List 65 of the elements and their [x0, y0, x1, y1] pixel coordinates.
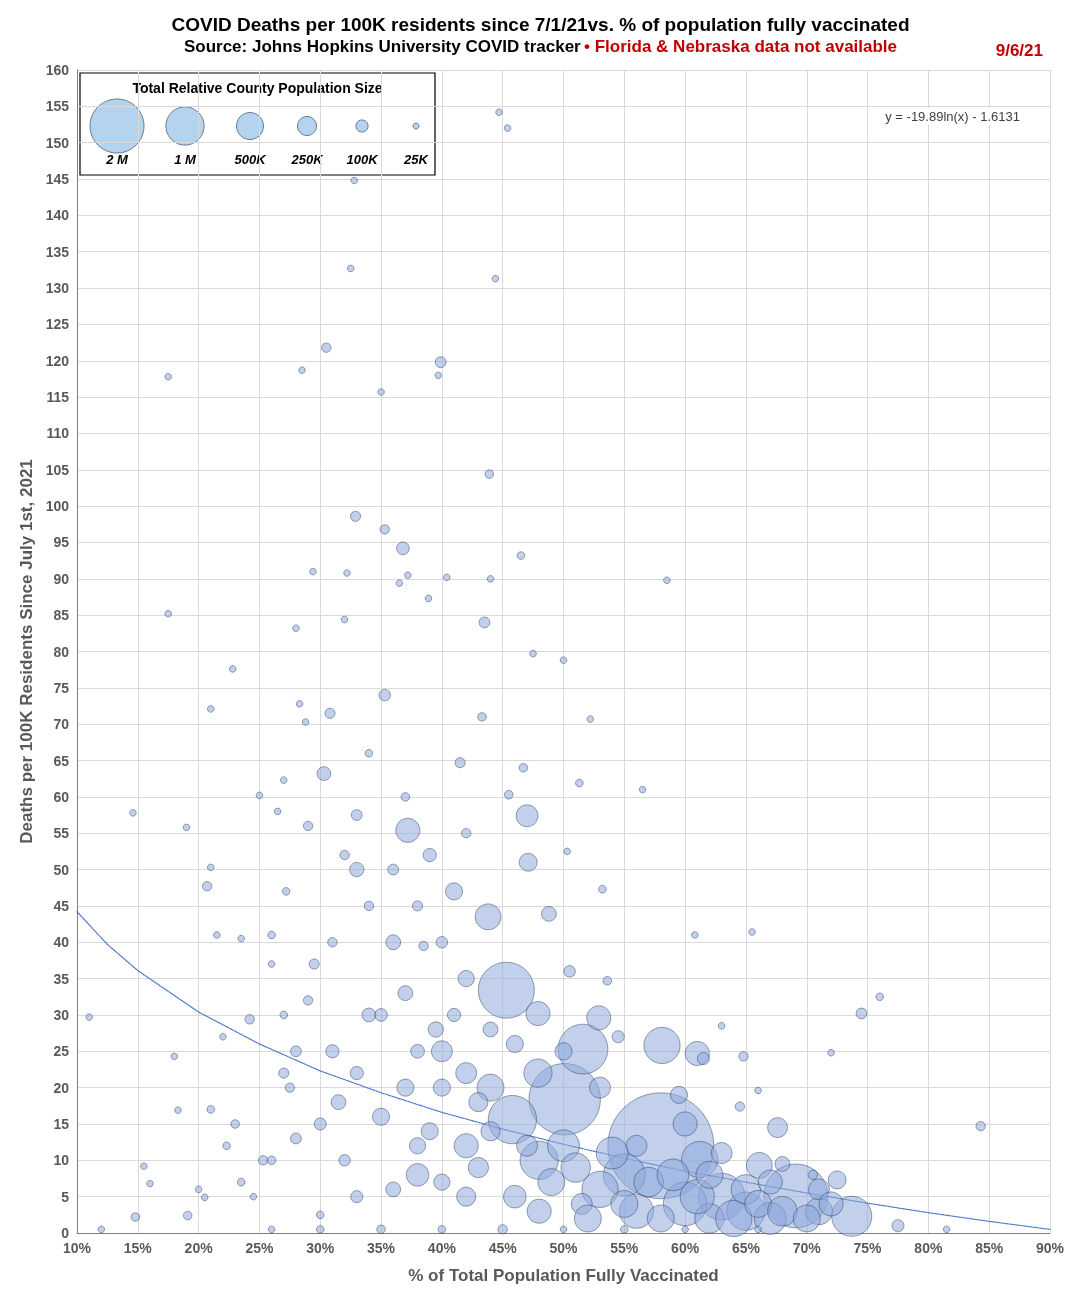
x-axis-title: % of Total Population Fully Vaccinated	[408, 1266, 719, 1285]
y-tick-label: 20	[53, 1079, 70, 1096]
y-tick-label: 45	[53, 897, 70, 914]
line-series	[76, 911, 1051, 1230]
legend-label: 500K	[234, 152, 268, 167]
x-tick-label: 45%	[488, 1240, 518, 1256]
y-tick-label: 140	[45, 207, 70, 224]
y-tick-label: 60	[53, 788, 70, 805]
y-tick-label: 25	[53, 1043, 70, 1060]
y-tick-label: 75	[53, 679, 70, 696]
y-tick-label: 5	[61, 1188, 70, 1205]
y-tick-label: 10	[53, 1152, 70, 1169]
y-tick-label: 100	[45, 498, 70, 515]
legend-title: Total Relative County Population Size	[132, 80, 383, 96]
x-tick-label: 65%	[731, 1240, 761, 1256]
x-tick-label: 25%	[245, 1240, 274, 1256]
y-tick-label: 110	[46, 425, 70, 442]
x-tick-label: 80%	[914, 1240, 943, 1256]
y-tick-label: 30	[53, 1006, 70, 1023]
x-tick-label: 35%	[367, 1240, 396, 1256]
x-tick-label: 50%	[549, 1240, 579, 1256]
y-tick-label: 70	[53, 716, 70, 733]
y-axis-title: Deaths per 100K Residents Since July 1st, 2021	[16, 459, 36, 844]
y-tick-label: 155	[45, 98, 70, 115]
chart-subtitle: Source: Johns Hopkins University COVID tracker	[183, 37, 582, 56]
y-tick-label: 125	[45, 316, 70, 333]
y-tick-label: 135	[45, 243, 70, 260]
y-tick-label: 90	[53, 570, 70, 587]
y-tick-label: 50	[53, 861, 70, 878]
x-tick-label: 90%	[1035, 1240, 1065, 1256]
y-tick-label: 130	[45, 280, 70, 297]
legend-label: 100K	[346, 152, 380, 167]
y-tick-label: 35	[53, 970, 70, 987]
y-tick-label: 105	[45, 461, 70, 478]
legend-label: 25K	[403, 152, 430, 167]
y-tick-label: 85	[53, 607, 70, 624]
y-tick-label: 40	[53, 934, 70, 951]
y-tick-label: 150	[45, 134, 70, 151]
y-tick-label: 160	[45, 62, 70, 78]
x-tick-label: 60%	[671, 1240, 700, 1256]
text: 9/6/21	[995, 41, 1043, 60]
text: • Florida & Nebraska data not available	[584, 37, 898, 56]
y-tick-label: 115	[46, 389, 70, 406]
x-tick-label: 10%	[62, 1240, 92, 1256]
x-tick-label: 70%	[792, 1240, 822, 1256]
y-tick-label: 65	[53, 752, 70, 769]
x-tick-label: 85%	[975, 1240, 1004, 1256]
x-tick-label: 30%	[306, 1240, 335, 1256]
legend-label: 250K	[290, 152, 325, 167]
y-tick-label: 55	[53, 825, 70, 842]
x-tick-label: 55%	[610, 1240, 639, 1256]
chart-title: COVID Deaths per 100K residents since 7/1/21vs. % of population fully vaccinated	[171, 14, 910, 35]
y-tick-label: 80	[53, 643, 70, 660]
x-tick-label: 40%	[427, 1240, 457, 1256]
x-tick-label: 75%	[853, 1240, 883, 1256]
y-tick-label: 120	[45, 352, 70, 369]
x-tick-label: 15%	[123, 1240, 153, 1256]
legend-label: 2 M	[105, 152, 130, 167]
legend-label: 1 M	[174, 152, 198, 167]
x-tick-label: 20%	[184, 1240, 214, 1256]
y-tick-label: 145	[45, 171, 70, 188]
y-tick-label: 0	[61, 1225, 70, 1241]
y-tick-label: 15	[53, 1115, 70, 1132]
annotation: y = -19.89ln(x) - 1.6131	[885, 109, 1021, 124]
y-tick-label: 95	[53, 534, 70, 551]
